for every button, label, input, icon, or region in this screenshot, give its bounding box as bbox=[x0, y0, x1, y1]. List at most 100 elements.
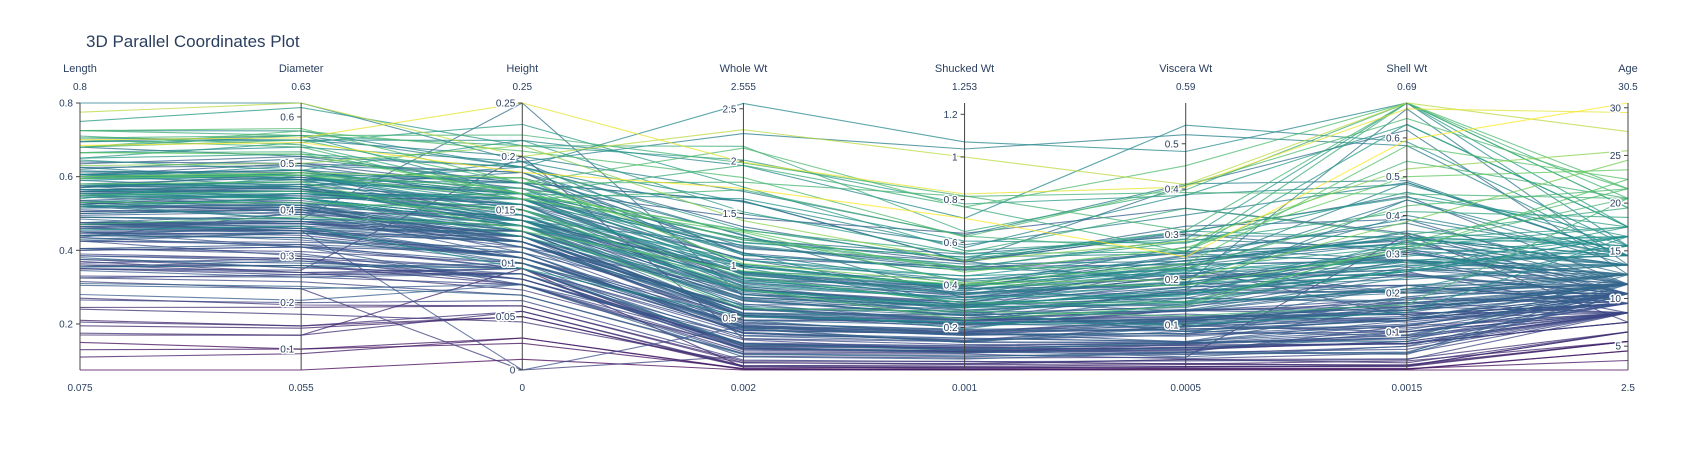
axis-name-label: Age bbox=[1618, 63, 1638, 75]
axis-shell-wt[interactable]: Shell Wt 0.69 0.0015 0.1 0.2 0.3 0.4 0.5 0.6 bbox=[1384, 63, 1427, 394]
axis-max-label: 0.8 bbox=[73, 82, 87, 93]
axis-name-label: Length bbox=[63, 63, 97, 75]
data-polyline bbox=[79, 165, 1629, 283]
axis-tick-label: 0 bbox=[510, 366, 516, 377]
axis-min-label: 0.002 bbox=[731, 383, 756, 394]
data-polyline bbox=[79, 299, 1629, 363]
axis-tick-label: 0.6 bbox=[1386, 133, 1400, 144]
data-polyline bbox=[79, 236, 1629, 343]
axis-max-label: 30.5 bbox=[1618, 82, 1638, 93]
data-polyline bbox=[79, 134, 1629, 244]
axis-tick-label: 0.15 bbox=[496, 205, 516, 216]
axis-name-label: Diameter bbox=[279, 63, 324, 75]
data-polyline bbox=[79, 145, 1629, 262]
axis-tick-label: 0.4 bbox=[280, 205, 294, 216]
axis-tick-label: 0.2 bbox=[1165, 275, 1179, 286]
data-polyline bbox=[79, 174, 1629, 287]
axis-viscera-wt[interactable]: Viscera Wt 0.59 0.0005 0.1 0.2 0.3 0.4 0.5 bbox=[1159, 63, 1212, 394]
axis-tick-label: 0.2 bbox=[280, 298, 294, 309]
axes-layer: Length0.80.0750.20.40.60.8Diameter0.630.… bbox=[58, 63, 1639, 394]
axis-height[interactable]: Height 0.25 00 0.05 0.1 0.15 0.2 0.25 bbox=[494, 63, 538, 394]
data-polyline bbox=[79, 310, 1629, 369]
data-polyline bbox=[79, 235, 1629, 343]
axis-tick-label: 0.4 bbox=[944, 280, 958, 291]
axis-whole-wt[interactable]: Whole Wt 2.555 0.002 0.5 1 1.5 2 2.5 bbox=[720, 63, 768, 394]
axis-tick-label: 25 bbox=[1610, 151, 1622, 162]
axis-tick-label: 1 bbox=[731, 261, 737, 272]
data-polyline bbox=[79, 102, 1629, 252]
data-polyline bbox=[79, 235, 1629, 332]
data-polyline bbox=[79, 102, 1629, 253]
axis-max-label: 1.253 bbox=[952, 82, 977, 93]
data-polyline bbox=[79, 196, 1629, 309]
axis-age[interactable]: Age 30.5 2.5 5 10 15 20 25 30 bbox=[1608, 63, 1638, 394]
data-polyline bbox=[79, 102, 1629, 186]
axis-tick-label: 0.5 bbox=[1165, 139, 1179, 150]
data-polyline bbox=[79, 337, 1629, 371]
axis-tick-label: 0.4 bbox=[1386, 211, 1400, 222]
data-polyline bbox=[79, 124, 1629, 247]
data-polyline bbox=[79, 174, 1629, 277]
chart-title: 3D Parallel Coordinates Plot bbox=[86, 32, 300, 51]
data-polyline bbox=[79, 193, 1629, 309]
axis-name-label: Height bbox=[506, 63, 538, 75]
axis-tick-label: 2.5 bbox=[723, 104, 737, 115]
axis-tick-label: 0.3 bbox=[1386, 250, 1400, 261]
data-polyline bbox=[79, 203, 1629, 330]
axis-tick-label: 0.2 bbox=[944, 323, 958, 334]
data-polyline bbox=[79, 123, 1629, 255]
data-polyline bbox=[79, 174, 1629, 269]
data-polyline bbox=[79, 201, 1629, 322]
axis-max-label: 0.59 bbox=[1176, 82, 1196, 93]
axis-tick-label: 0.5 bbox=[280, 159, 294, 170]
axis-length[interactable]: Length 0.8 0.075 0.2 0.4 0.6 0.8 bbox=[58, 63, 97, 394]
data-polyline bbox=[79, 188, 1629, 321]
data-polyline bbox=[79, 246, 1629, 344]
axis-diameter[interactable]: Diameter 0.63 0.055 0.1 0.2 0.3 0.4 0.5 0.6 bbox=[279, 63, 324, 394]
data-polyline bbox=[79, 193, 1629, 287]
axis-tick-label: 0.6 bbox=[280, 112, 294, 123]
axis-shucked-wt[interactable]: Shucked Wt 1.253 0.001 0.2 0.4 0.6 0.8 1 1.2 bbox=[935, 63, 994, 394]
data-polyline bbox=[79, 139, 1629, 252]
axis-tick-label: 0.1 bbox=[1386, 327, 1400, 338]
axis-tick-label: 1.2 bbox=[944, 110, 958, 121]
axis-max-label: 0.25 bbox=[513, 82, 533, 93]
axis-tick-label: 0.2 bbox=[501, 152, 515, 163]
axis-max-label: 2.555 bbox=[731, 82, 756, 93]
data-polyline bbox=[79, 264, 1629, 351]
data-polyline bbox=[79, 197, 1629, 317]
polylines-layer bbox=[79, 102, 1629, 371]
axis-tick-label: 0.3 bbox=[280, 252, 294, 263]
axis-tick-label: 0.2 bbox=[59, 319, 73, 330]
axis-min-label: 0 bbox=[520, 383, 526, 394]
data-polyline bbox=[79, 102, 1629, 195]
axis-tick-label: 0.4 bbox=[1165, 185, 1179, 196]
axis-min-label: 2.5 bbox=[1621, 383, 1635, 394]
axis-tick-label: 5 bbox=[1615, 342, 1621, 353]
data-polyline bbox=[79, 146, 1629, 249]
axis-tick-label: 30 bbox=[1610, 103, 1622, 114]
data-polyline bbox=[79, 216, 1629, 328]
data-polyline bbox=[79, 231, 1629, 331]
axis-min-label: 0.001 bbox=[952, 383, 977, 394]
data-polyline bbox=[79, 284, 1629, 360]
axis-tick-label: 0.5 bbox=[723, 313, 737, 324]
data-polyline bbox=[79, 107, 1629, 228]
axis-max-label: 0.63 bbox=[291, 82, 311, 93]
axis-tick-label: 0.3 bbox=[1165, 230, 1179, 241]
data-polyline bbox=[79, 223, 1629, 336]
axis-min-label: 0.0015 bbox=[1392, 383, 1423, 394]
axis-tick-label: 0.8 bbox=[59, 99, 73, 110]
data-polyline bbox=[79, 209, 1629, 316]
axis-name-label: Shucked Wt bbox=[935, 63, 994, 75]
data-polyline bbox=[79, 117, 1629, 238]
axis-tick-label: 0.4 bbox=[59, 246, 73, 257]
axis-name-label: Shell Wt bbox=[1386, 63, 1427, 75]
data-polyline bbox=[79, 247, 1629, 347]
data-polyline bbox=[79, 134, 1629, 257]
data-polyline bbox=[79, 169, 1629, 266]
data-polyline bbox=[79, 145, 1629, 284]
data-polyline bbox=[79, 183, 1629, 299]
data-polyline bbox=[79, 161, 1629, 295]
